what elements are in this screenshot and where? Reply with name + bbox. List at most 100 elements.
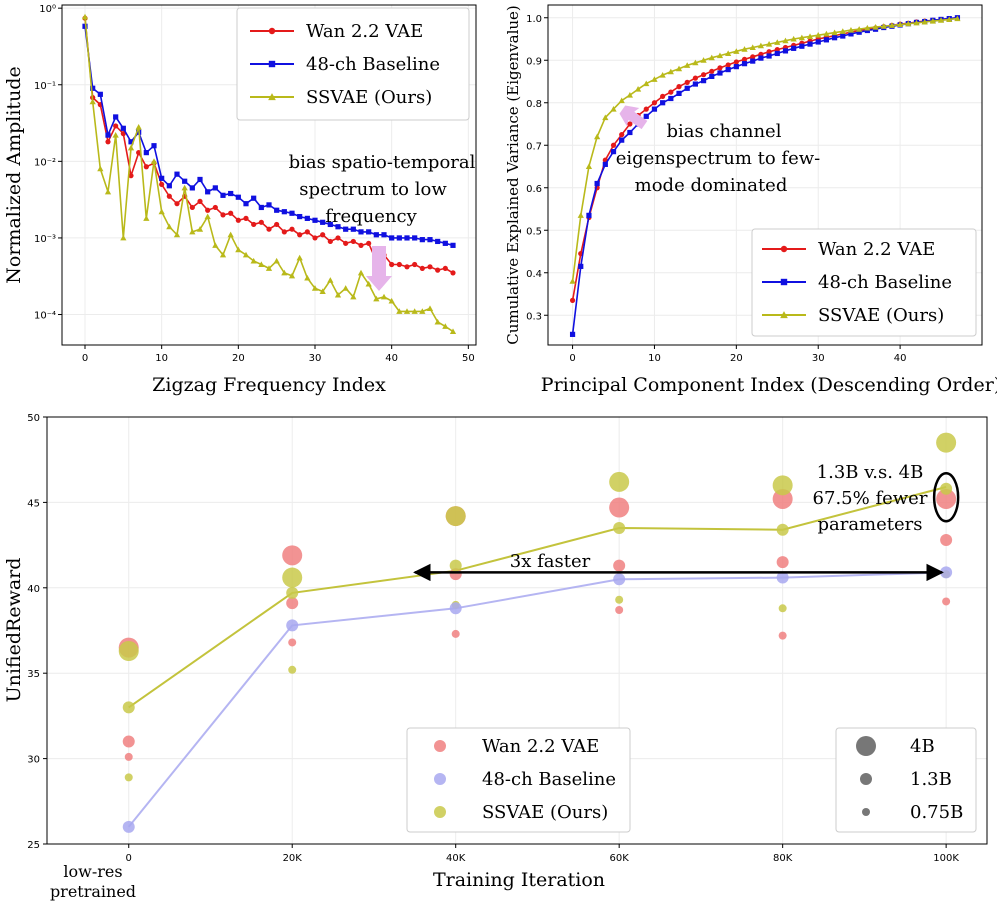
reward-legend-marker (434, 740, 446, 752)
spectrum-point-wan (243, 215, 249, 221)
reward-point (940, 533, 953, 546)
eigen-point-ssvae (896, 21, 904, 28)
spectrum-arrow-icon (366, 246, 392, 291)
reward-point (778, 604, 787, 613)
reward-point (615, 595, 624, 604)
reward-point (282, 567, 303, 588)
spectrum-point-wan (205, 207, 211, 213)
reward-point (609, 497, 630, 518)
eigen-point-wan (692, 75, 698, 81)
spectrum-point-ssvae (227, 231, 234, 238)
reward-xtick-label: 0 (126, 853, 132, 864)
spectrum-point-ssvae (373, 295, 380, 302)
spectrum-point-baseline (182, 178, 188, 184)
reward-point (288, 638, 297, 647)
spectrum-point-wan (235, 217, 241, 223)
spectrum-point-baseline (335, 224, 341, 230)
spectrum-point-ssvae (150, 158, 158, 164)
spectrum-point-ssvae (281, 269, 288, 276)
spectrum-legend: Wan 2.2 VAE 48-ch Baseline SSVAE (Ours) (236, 7, 470, 121)
spectrum-point-ssvae (311, 285, 319, 291)
reward-legend-marker (434, 773, 446, 785)
eigen-point-wan (725, 62, 731, 68)
spectrum-point-wan (220, 212, 226, 218)
reward-legend: Wan 2.2 VAE 48-ch Baseline SSVAE (Ours) (406, 727, 631, 833)
reward-size-legend-label: 4B (910, 736, 935, 757)
eigen-point-baseline (700, 78, 707, 84)
spectrum-annotation: bias spatio-temporal spectrum to low fre… (289, 152, 476, 291)
eigen-point-baseline (684, 85, 690, 91)
eigen-legend-marker (780, 278, 788, 286)
eigen-point-wan (717, 65, 723, 71)
reward-point (615, 606, 624, 615)
spectrum-point-baseline (289, 210, 295, 216)
spectrum-point-baseline (174, 171, 180, 177)
reward-point (122, 820, 135, 833)
eigen-point-wan (660, 93, 666, 99)
spectrum-point-ssvae (296, 254, 303, 261)
spectrum-point-baseline (266, 202, 272, 208)
eigen-axes-frame (547, 4, 983, 346)
eigen-point-ssvae (692, 59, 699, 66)
spectrum-point-baseline (419, 237, 425, 243)
spectrum-point-wan (335, 235, 341, 241)
reward-legend-box (406, 727, 631, 833)
spectrum-legend-marker (268, 60, 276, 68)
spectrum-point-wan (450, 270, 456, 276)
spectrum-ytick-label: 10⁻⁴ (34, 311, 56, 322)
spectrum-point-ssvae (143, 215, 150, 221)
spectrum-point-baseline (212, 185, 218, 191)
spectrum-point-baseline (151, 143, 157, 149)
reward-point (772, 488, 793, 509)
spectrum-point-baseline (220, 192, 226, 198)
spectrum-xlabel: Zigzag Frequency Index (152, 374, 386, 396)
spectrum-point-wan (251, 221, 257, 228)
eigen-ytick-label: 0.5 (526, 226, 542, 237)
reward-size-legend-label: 1.3B (910, 769, 952, 790)
spectrum-point-ssvae (158, 208, 165, 215)
eigen-ytick-label: 0.8 (526, 99, 542, 110)
eigen-point-ssvae (905, 20, 912, 27)
spectrum-point-ssvae (89, 98, 96, 105)
spectrum-point-wan (120, 131, 126, 137)
eigen-point-ssvae (847, 26, 855, 33)
spectrum-legend-marker (268, 93, 276, 101)
spectrum-point-wan (197, 198, 203, 204)
reward-point (609, 471, 630, 492)
eigen-legend-box (751, 228, 977, 337)
spectrum-point-baseline (120, 125, 126, 131)
spectrum-point-ssvae (434, 318, 441, 325)
spectrum-point-wan (281, 229, 287, 235)
eigen-xtick-label: 0 (569, 353, 575, 364)
spectrum-point-ssvae (219, 251, 227, 258)
spectrum-point-baseline (366, 229, 372, 235)
spectrum-point-baseline (128, 139, 134, 145)
spectrum-point-ssvae (396, 308, 403, 314)
spectrum-point-baseline (350, 226, 356, 232)
eigen-point-wan (651, 100, 658, 106)
spectrum-point-wan (312, 235, 318, 241)
spectrum-point-wan (297, 232, 303, 238)
spectrum-point-ssvae (334, 291, 342, 298)
eigen-point-ssvae (634, 86, 642, 92)
callout-line-1: 1.3B v.s. 4B (817, 462, 924, 483)
spectrum-point-ssvae (357, 269, 365, 276)
reward-size-legend-label: 0.75B (910, 802, 963, 823)
eigen-point-ssvae (708, 54, 715, 61)
eigen-point-ssvae (700, 57, 707, 63)
eigen-point-baseline (750, 58, 756, 64)
eigen-point-ssvae (725, 50, 732, 56)
eigen-point-ssvae (610, 106, 617, 112)
spectrum-point-baseline (159, 175, 165, 181)
spectrum-point-ssvae (273, 257, 280, 264)
spectrum-point-baseline (258, 204, 264, 211)
spectrum-point-ssvae (127, 144, 135, 151)
spectrum-point-baseline (450, 242, 456, 248)
reward-point (776, 556, 789, 569)
eigen-annotation-line-2: eigenspectrum to few- (616, 148, 821, 169)
spectrum-point-wan (435, 267, 441, 273)
spectrum-legend-label: Wan 2.2 VAE (306, 21, 423, 42)
eigen-point-ssvae (602, 114, 609, 121)
eigen-point-baseline (725, 67, 731, 73)
spectrum-point-wan (105, 139, 111, 145)
